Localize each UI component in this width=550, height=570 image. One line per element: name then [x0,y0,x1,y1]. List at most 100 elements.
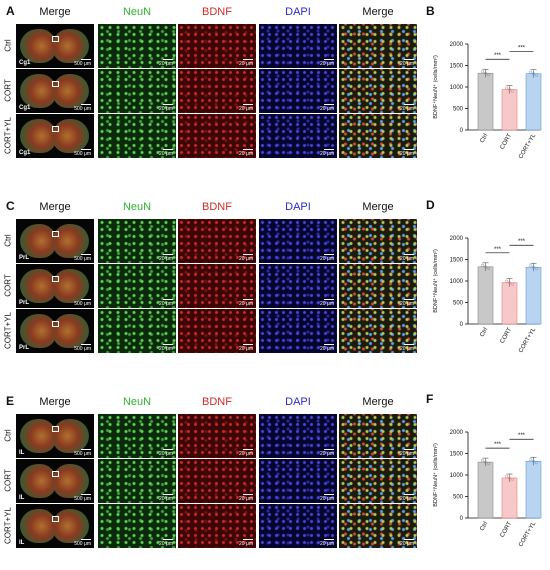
scale-bar-label: 20 μm [320,541,334,547]
significance-label: *** [518,239,526,245]
right-hemisphere [53,464,89,498]
column-header-neun: NeuN [122,396,152,408]
data-point [507,88,512,92]
data-point [510,89,515,93]
column-header-bdnf: BDNF [202,396,232,408]
brain-section-image: PrL 500 μm [16,264,94,308]
neun-image: 20 μm [98,459,176,503]
bar-chart: 0 500 1000 1500 2000 BDNF⁺NeuN⁺ (cells/mm²) Ct… [432,236,542,354]
significance-label: *** [518,46,526,52]
data-point [531,459,536,463]
bar-cort-yl [525,266,542,325]
region-label: Cg1 [19,150,31,156]
left-hemisphere [20,224,56,258]
row-label: CORT+YL [3,312,13,349]
data-point [504,279,509,283]
significance-label: *** [494,442,502,448]
scale-bar-label: 20 μm [400,541,414,547]
right-hemisphere [53,314,89,348]
neun-image: 20 μm [98,309,176,353]
bdnf-image: 20 μm [178,114,256,158]
scale-bar-label: 20 μm [400,61,414,67]
scale-bar-label: 20 μm [159,496,173,502]
y-tick-label: 1500 [450,452,464,458]
merge-image: 20 μm [339,459,417,503]
data-point [480,459,485,463]
region-label: Cg1 [19,60,31,66]
row-label: CORT [3,79,13,102]
significance-label: *** [494,53,502,59]
scale-bar-label: 500 μm [74,301,91,307]
x-tick-label: Ctrl [479,521,489,532]
neun-image: 20 μm [98,504,176,548]
data-point [486,266,491,270]
scale-bar-label: 20 μm [400,106,414,112]
y-tick-label: 2000 [450,42,464,48]
scale-bar-label: 20 μm [159,346,173,352]
bdnf-image: 20 μm [178,414,256,458]
scale-bar-label: 20 μm [400,256,414,262]
scale-bar-label: 20 μm [239,61,253,67]
panel-letter: F [426,392,434,406]
merge-image: 20 μm [339,219,417,263]
roi-box [52,516,59,522]
data-point [480,263,485,267]
data-point [510,477,515,482]
row-label: Ctrl [3,39,13,52]
scale-bar-label: 20 μm [320,256,334,262]
bdnf-image: 20 μm [178,24,256,68]
data-point [534,73,539,77]
y-tick-label: 1000 [450,279,464,285]
scale-bar-label: 20 μm [320,451,334,457]
scale-bar-label: 20 μm [159,541,173,547]
neun-image: 20 μm [98,414,176,458]
data-point [480,70,485,74]
data-point [510,282,515,286]
data-point [528,458,533,462]
scale-bar-label: 20 μm [159,451,173,457]
y-tick-label: 500 [453,495,464,501]
region-label: IL [19,540,25,546]
column-header-bdnf: BDNF [202,201,232,213]
scale-bar-label: 20 μm [159,151,173,157]
data-point [504,474,509,479]
scale-bar-label: 500 μm [74,346,91,352]
data-point [528,264,533,268]
scale-bar-label: 500 μm [74,496,91,502]
scale-bar-label: 20 μm [320,151,334,157]
region-label: PrL [19,255,30,261]
column-header-neun: NeuN [122,6,152,18]
scale-bar-label: 500 μm [74,451,91,457]
left-hemisphere [20,314,56,348]
roi-box [52,276,59,282]
dapi-image: 20 μm [259,114,337,158]
bdnf-image: 20 μm [178,459,256,503]
neun-image: 20 μm [98,114,176,158]
y-tick-label: 1500 [450,64,464,70]
x-tick-label: CORT+YL [518,520,537,548]
data-point [504,86,509,90]
region-label: IL [19,495,25,501]
dapi-image: 20 μm [259,264,337,308]
scale-bar-label: 20 μm [159,61,173,67]
roi-box [52,426,59,432]
bdnf-image: 20 μm [178,219,256,263]
merge-image: 20 μm [339,414,417,458]
y-tick-label: 0 [460,322,464,328]
bdnf-image: 20 μm [178,264,256,308]
bar-chart: 0 500 1000 1500 2000 BDNF⁺NeuN⁺ (cells/mm²) Ct… [432,430,542,548]
scale-bar-label: 20 μm [320,61,334,67]
y-tick-label: 0 [460,128,464,134]
y-axis-label: BDNF⁺NeuN⁺ (cells/mm²) [432,249,439,313]
significance-label: *** [494,247,502,253]
scale-bar-label: 20 μm [239,451,253,457]
scale-bar-label: 20 μm [239,496,253,502]
region-label: IL [19,450,25,456]
brain-section-image: Cg1 500 μm [16,114,94,158]
y-tick-label: 500 [453,301,464,307]
right-hemisphere [53,224,89,258]
data-point [483,71,488,75]
right-hemisphere [53,74,89,108]
data-point [528,70,533,74]
y-tick-label: 0 [460,516,464,522]
